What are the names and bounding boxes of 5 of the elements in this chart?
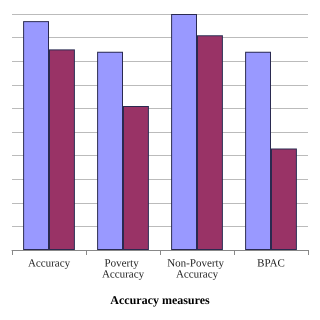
x-axis-title: Accuracy measures <box>110 293 210 307</box>
x-tick-label: Poverty Accuracy <box>102 258 145 280</box>
x-tick-label: BPAC <box>257 258 285 270</box>
x-tick-label: Accuracy <box>28 258 71 270</box>
x-tick-label: Non-Poverty Accuracy <box>167 258 227 280</box>
